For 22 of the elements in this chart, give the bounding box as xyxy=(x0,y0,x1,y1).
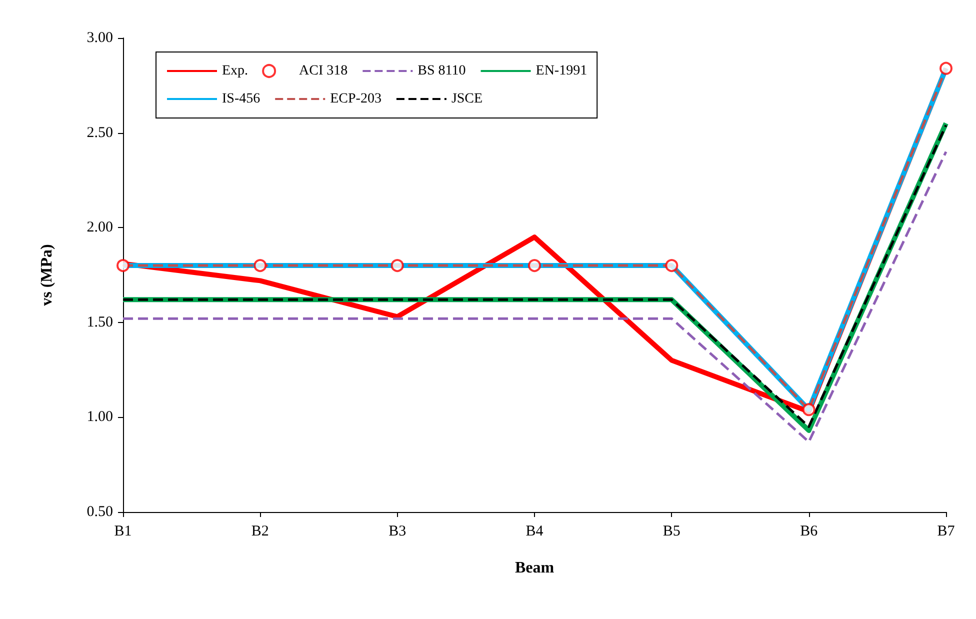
x-tick-label: B5 xyxy=(662,524,680,540)
legend-label: ECP-203 xyxy=(330,92,382,106)
x-tick-label: B7 xyxy=(937,524,956,540)
y-tick-label: 1.50 xyxy=(86,314,113,330)
y-tick-label: 1.00 xyxy=(86,409,113,426)
legend-label: EN-1991 xyxy=(536,64,588,78)
y-tick-label: 0.50 xyxy=(86,504,113,520)
legend-label: IS-456 xyxy=(222,92,260,106)
y-tick-label: 2.50 xyxy=(86,124,113,141)
y-tick-label: 2.00 xyxy=(86,220,113,236)
legend-label: ACI 318 xyxy=(299,64,348,78)
x-tick-label: B3 xyxy=(388,524,406,540)
legend-label: JSCE xyxy=(451,92,483,106)
x-tick-label: B1 xyxy=(114,524,132,540)
y-axis-title: vs (MPa) xyxy=(38,244,56,306)
legend-label: BS 8110 xyxy=(418,64,466,78)
x-tick-label: B2 xyxy=(251,524,269,540)
legend-label: Exp. xyxy=(222,64,248,78)
x-axis-title: Beam xyxy=(514,560,555,576)
x-tick-label: B4 xyxy=(526,524,544,540)
y-tick-label: 3.00 xyxy=(86,30,113,46)
x-tick-label: B6 xyxy=(800,524,818,540)
